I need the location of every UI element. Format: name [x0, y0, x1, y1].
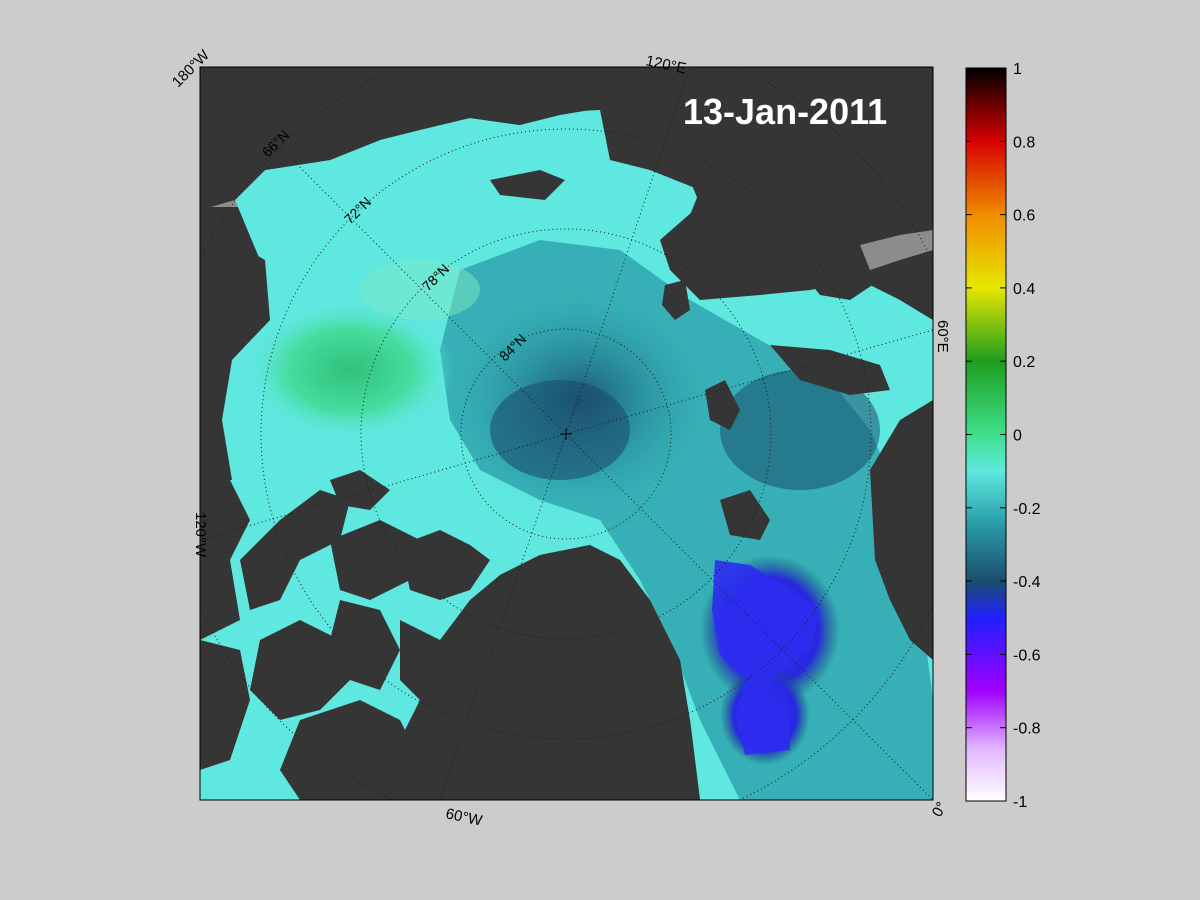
colorbar-ticks: 1 0.8 0.6 0.4 0.2 0 -0.2 -0.4 -0.6 -0.8 -1	[966, 61, 1041, 811]
colorbar-tick-label: -0.4	[1013, 574, 1041, 591]
colorbar-gradient	[965, 67, 1007, 802]
colorbar-tick-label: 1	[1013, 61, 1022, 78]
eurasia-land	[600, 67, 933, 320]
colorbar-tick-label: -0.2	[1013, 501, 1041, 518]
map-frame	[199, 66, 934, 801]
map-panel	[200, 67, 933, 800]
lon-label-0: 0°	[929, 799, 951, 820]
greenland-land	[470, 545, 700, 800]
archipelago-islands	[200, 470, 490, 800]
colorbar-tick-label: 0.4	[1013, 281, 1035, 298]
lon-label-60e: 60°E	[934, 320, 951, 353]
latitude-grid	[200, 67, 933, 800]
scandinavia-land	[870, 400, 933, 660]
colorbar-tick-label: 0	[1013, 428, 1022, 445]
colorbar-tick-label: -0.6	[1013, 647, 1041, 664]
colorbar-tick-label: -1	[1013, 794, 1027, 811]
north-pole-marker	[560, 428, 572, 440]
colorbar-tick-label: 0.8	[1013, 134, 1035, 151]
colorbar: 1 0.8 0.6 0.4 0.2 0 -0.2 -0.4 -0.6 -0.8 -1	[965, 61, 1041, 811]
lon-label-120w: 120°W	[192, 512, 209, 558]
colorbar-tick-label: -0.8	[1013, 721, 1041, 738]
longitude-grid	[200, 67, 933, 800]
date-label: 13-Jan-2011	[683, 91, 887, 132]
colorbar-tick-label: 0.2	[1013, 354, 1035, 371]
lon-label-60w: 60°W	[444, 805, 484, 829]
colorbar-tick-label: 0.6	[1013, 208, 1035, 225]
